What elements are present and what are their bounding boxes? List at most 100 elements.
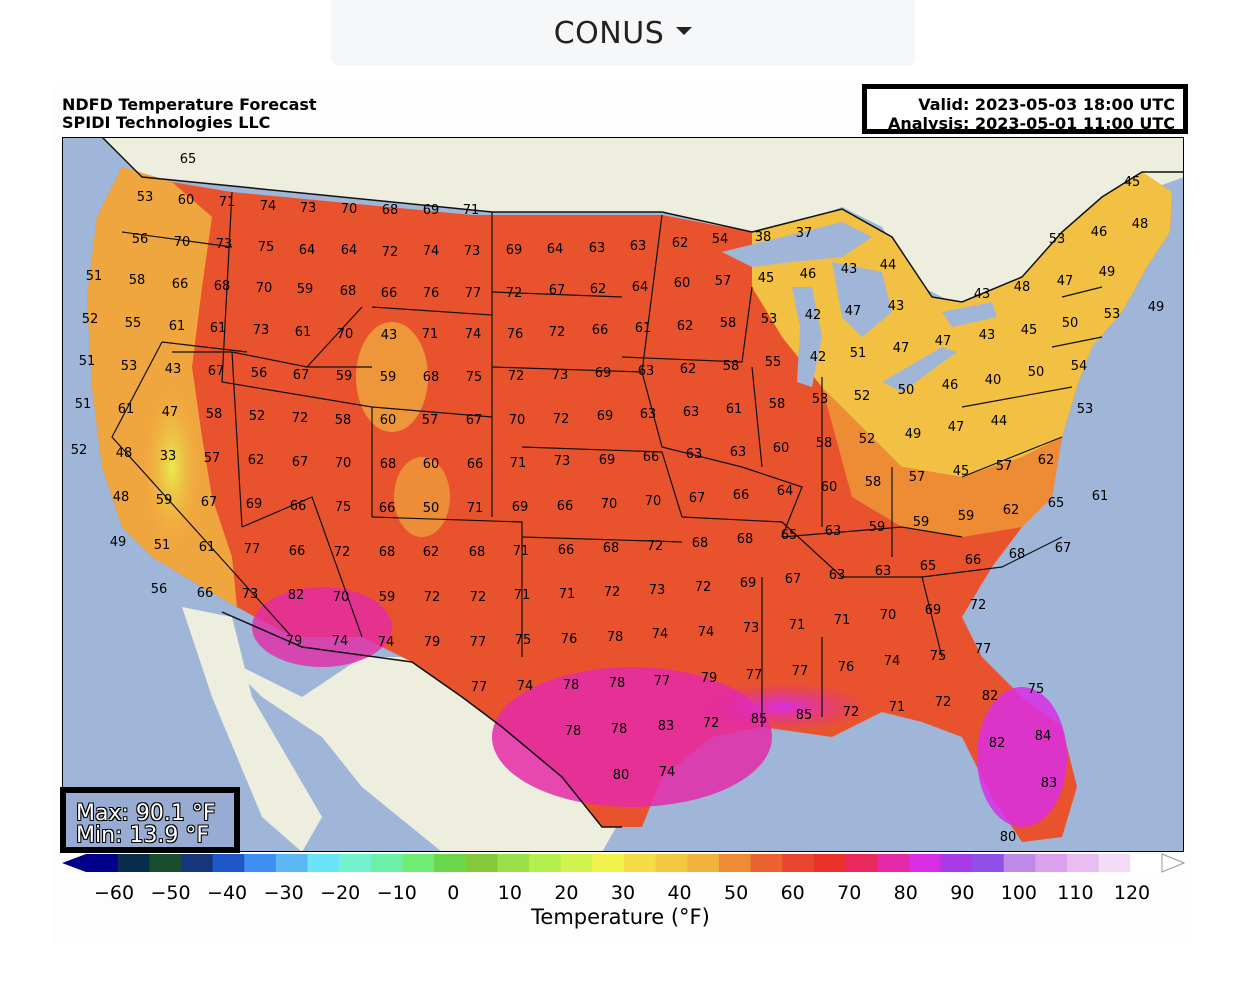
- station-temp-label: 60: [178, 193, 195, 208]
- station-temp-label: 58: [206, 407, 223, 422]
- analysis-time: Analysis: 2023-05-01 11:00 UTC: [887, 114, 1175, 133]
- station-temp-label: 49: [905, 427, 922, 442]
- station-temp-label: 55: [765, 355, 782, 370]
- station-temp-label: 75: [466, 370, 483, 385]
- station-temp-label: 50: [1062, 316, 1079, 331]
- station-temp-label: 65: [781, 528, 798, 543]
- station-temp-label: 82: [982, 689, 999, 704]
- station-temp-label: 74: [517, 679, 534, 694]
- station-temp-label: 59: [156, 493, 173, 508]
- station-temp-label: 76: [507, 327, 524, 342]
- station-temp-label: 58: [335, 413, 352, 428]
- station-temp-label: 52: [82, 312, 99, 327]
- station-temp-label: 61: [295, 325, 312, 340]
- station-temp-label: 33: [160, 449, 177, 464]
- colorbar-tick-label: 70: [837, 882, 861, 902]
- station-temp-label: 61: [210, 321, 227, 336]
- station-temp-label: 77: [471, 680, 488, 695]
- colorbar-tick-label: 60: [781, 882, 805, 902]
- colorbar-tick-label: 20: [554, 882, 578, 902]
- colorbar-max-arrow: [1161, 853, 1186, 873]
- station-temp-label: 53: [121, 359, 138, 374]
- station-temp-label: 72: [695, 580, 712, 595]
- valid-time: Valid: 2023-05-03 18:00 UTC: [918, 95, 1175, 114]
- station-temp-label: 56: [151, 582, 168, 597]
- region-dropdown[interactable]: CONUS: [331, 0, 915, 66]
- station-temp-label: 84: [1035, 729, 1052, 744]
- station-temp-label: 47: [893, 341, 910, 356]
- station-temp-label: 68: [469, 545, 486, 560]
- station-temp-label: 74: [884, 654, 901, 669]
- temperature-colorbar: −60 −50 −40 −30 −20 −10 0 10 20 30 40 50 60 70 80 90 100…: [62, 853, 1186, 902]
- station-temp-label: 59: [336, 369, 353, 384]
- station-temp-label: 79: [701, 671, 718, 686]
- station-temp-label: 65: [920, 559, 937, 574]
- station-temp-label: 78: [609, 676, 626, 691]
- station-temp-label: 72: [334, 545, 351, 560]
- station-temp-label: 61: [199, 540, 216, 555]
- station-temp-label: 74: [659, 765, 676, 780]
- colorbar-min-arrow: [62, 854, 86, 872]
- colorbar-cell: [117, 854, 150, 872]
- colorbar-cell: [813, 854, 847, 872]
- colorbar-tick-label: 110: [1057, 882, 1093, 902]
- station-temp-label: 72: [935, 695, 952, 710]
- station-temp-label: 61: [1092, 489, 1109, 504]
- station-temp-label: 57: [909, 470, 926, 485]
- station-temp-label: 60: [821, 480, 838, 495]
- station-temp-label: 72: [424, 590, 441, 605]
- station-temp-label: 51: [86, 269, 103, 284]
- station-temp-label: 70: [333, 590, 350, 605]
- station-temp-label: 70: [256, 281, 273, 296]
- station-temp-label: 77: [975, 642, 992, 657]
- station-temp-label: 74: [260, 199, 277, 214]
- min-value: Min: 13.9 °F: [76, 823, 210, 848]
- station-temp-label: 73: [216, 237, 233, 252]
- station-temp-label: 75: [335, 500, 352, 515]
- station-temp-label: 60: [773, 441, 790, 456]
- station-temp-label: 53: [1104, 307, 1121, 322]
- station-temp-label: 70: [335, 456, 352, 471]
- colorbar-tick-label: 10: [498, 882, 522, 902]
- station-temp-label: 72: [506, 286, 523, 301]
- station-temp-label: 72: [470, 590, 487, 605]
- mexico-land: [222, 657, 622, 852]
- station-temp-label: 69: [597, 409, 614, 424]
- colorbar-cell: [908, 854, 941, 872]
- station-temp-label: 63: [683, 405, 700, 420]
- colorbar-cell: [370, 854, 403, 872]
- station-temp-label: 68: [380, 457, 397, 472]
- station-temp-label: 74: [378, 635, 395, 650]
- station-temp-label: 64: [299, 243, 316, 258]
- station-temp-label: 73: [300, 201, 317, 216]
- station-temp-label: 69: [423, 203, 440, 218]
- colorbar-cell: [1035, 854, 1068, 872]
- station-temp-label: 61: [635, 321, 652, 336]
- station-temp-label: 65: [1048, 496, 1065, 511]
- title-line-1: NDFD Temperature Forecast: [62, 95, 317, 114]
- station-temp-label: 69: [512, 500, 529, 515]
- station-temp-label: 73: [743, 621, 760, 636]
- station-temp-label: 67: [208, 364, 225, 379]
- us-border: [101, 137, 1184, 303]
- station-temp-label: 67: [1055, 541, 1072, 556]
- station-temp-label: 58: [723, 359, 740, 374]
- west-coast-cool: [87, 167, 237, 607]
- lake-huron: [832, 262, 892, 337]
- station-temp-label: 49: [110, 535, 127, 550]
- florida-hot: [977, 687, 1067, 827]
- station-temp-label: 57: [996, 459, 1013, 474]
- station-temp-label: 59: [379, 590, 396, 605]
- station-temp-label: 66: [172, 277, 189, 292]
- station-temp-label: 66: [467, 457, 484, 472]
- station-temp-label: 66: [197, 586, 214, 601]
- colorbar-cell: [497, 854, 530, 872]
- station-temp-label: 50: [423, 501, 440, 516]
- station-temp-label: 67: [201, 495, 218, 510]
- station-temp-label: 42: [810, 350, 827, 365]
- colorbar-tick-label: −10: [377, 882, 417, 902]
- station-temp-label: 63: [730, 445, 747, 460]
- station-temp-label: 67: [689, 491, 706, 506]
- station-temp-label: 77: [746, 668, 763, 683]
- station-temp-label: 69: [925, 603, 942, 618]
